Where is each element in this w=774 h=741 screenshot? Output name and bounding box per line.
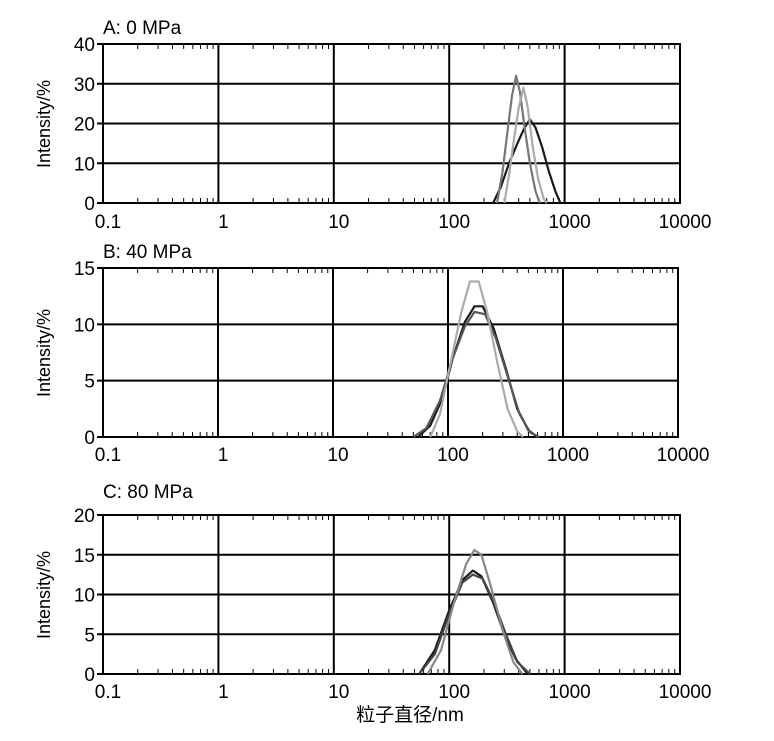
x-tick-label: 0.1 bbox=[95, 682, 121, 703]
y-tick-label: 40 bbox=[74, 35, 95, 56]
x-tick-label: 100 bbox=[437, 445, 469, 466]
x-tick-label: 100 bbox=[438, 212, 470, 233]
x-tick-label: 10000 bbox=[659, 682, 712, 703]
series-line-3 bbox=[503, 86, 548, 204]
x-tick-label: 10000 bbox=[657, 445, 710, 466]
chart-title: C: 80 MPa bbox=[103, 482, 193, 503]
chart-panel-c: C: 80 MPa 0 5 10 15 20 0.1 1 10 100 1000 10000 In… bbox=[34, 482, 711, 726]
y-tick-label: 15 bbox=[74, 259, 95, 280]
x-tick-label: 1000 bbox=[547, 445, 589, 466]
y-tick-label: 5 bbox=[84, 372, 95, 393]
y-axis-label: Intensity/% bbox=[34, 80, 54, 168]
x-tick-label: 100 bbox=[438, 682, 470, 703]
x-tick-label: 10 bbox=[327, 445, 348, 466]
series-line-2 bbox=[418, 573, 531, 675]
y-tick-label: 30 bbox=[74, 75, 95, 96]
x-tick-label: 10 bbox=[328, 682, 349, 703]
x-tick-label: 0.1 bbox=[95, 445, 121, 466]
y-tick-label: 10 bbox=[74, 154, 95, 175]
x-tick-label: 0.1 bbox=[95, 212, 121, 233]
series-line-1 bbox=[417, 305, 539, 438]
series-line-3 bbox=[426, 548, 524, 675]
plot-frame bbox=[102, 267, 679, 438]
x-tick-label: 1000 bbox=[548, 212, 590, 233]
y-tick-label: 0 bbox=[84, 665, 95, 686]
y-tick-label: 20 bbox=[74, 115, 95, 136]
x-tick-label: 10 bbox=[328, 212, 349, 233]
chart-title: A: 0 MPa bbox=[103, 18, 182, 39]
chart-panel-b: B: 40 MPa 0 5 10 15 0.1 1 10 100 1000 10000 Inte… bbox=[34, 242, 709, 466]
y-axis-label: Intensity/% bbox=[34, 551, 54, 639]
x-tick-label: 1 bbox=[218, 682, 229, 703]
series-line-2 bbox=[412, 310, 540, 438]
y-tick-label: 5 bbox=[84, 625, 95, 646]
x-tick-label: 1 bbox=[218, 212, 229, 233]
x-tick-label: 1 bbox=[218, 445, 229, 466]
y-tick-label: 20 bbox=[74, 506, 95, 527]
y-axis-label: Intensity/% bbox=[34, 309, 54, 397]
y-tick-label: 10 bbox=[74, 586, 95, 607]
chart-panel-a: A: 0 MPa 0 10 20 30 40 0.1 1 10 100 1000 10000 In… bbox=[34, 18, 711, 233]
x-axis-label: 粒子直径/nm bbox=[356, 704, 464, 726]
y-tick-label: 0 bbox=[84, 428, 95, 449]
chart-title: B: 40 MPa bbox=[103, 242, 192, 263]
series-line-3 bbox=[429, 280, 524, 438]
y-tick-label: 10 bbox=[74, 315, 95, 336]
series-line-2 bbox=[496, 74, 541, 204]
x-tick-label: 1000 bbox=[548, 682, 590, 703]
y-tick-label: 0 bbox=[84, 194, 95, 215]
y-tick-label: 15 bbox=[74, 546, 95, 567]
x-tick-label: 10000 bbox=[659, 212, 712, 233]
